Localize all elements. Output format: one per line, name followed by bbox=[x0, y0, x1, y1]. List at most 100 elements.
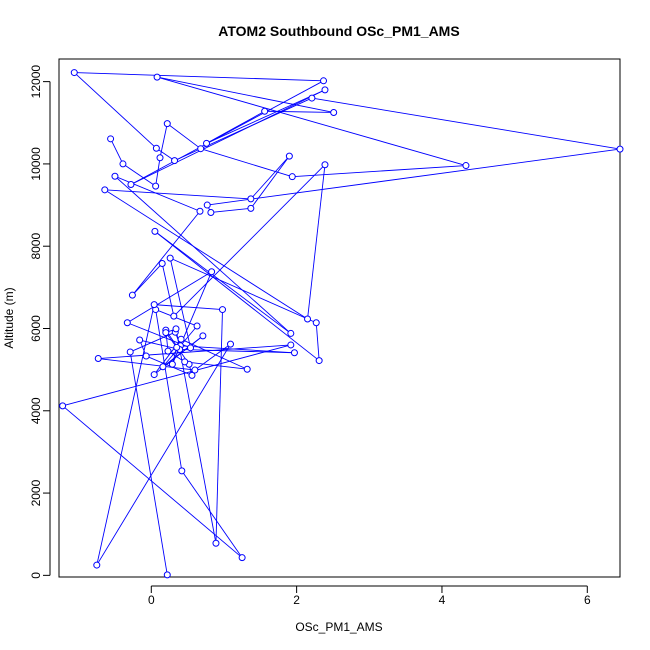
series-segment bbox=[292, 165, 466, 178]
data-point bbox=[142, 352, 150, 360]
series-segment bbox=[307, 164, 326, 320]
data-point bbox=[261, 107, 269, 115]
data-point bbox=[171, 157, 179, 165]
data-point bbox=[287, 329, 295, 337]
data-point bbox=[162, 329, 170, 337]
data-point bbox=[181, 358, 189, 366]
data-point bbox=[59, 402, 67, 410]
series-segment bbox=[250, 155, 290, 209]
series-segment bbox=[250, 155, 290, 200]
data-point bbox=[150, 371, 158, 379]
series-segment bbox=[132, 263, 163, 296]
series-segment bbox=[154, 304, 223, 311]
series-segment bbox=[155, 309, 183, 471]
series-segment bbox=[130, 89, 326, 185]
data-point bbox=[330, 108, 338, 116]
series-segment bbox=[114, 175, 201, 212]
series-segment bbox=[206, 110, 265, 144]
series-segment bbox=[315, 322, 320, 361]
series-segment bbox=[122, 163, 156, 187]
data-point bbox=[238, 554, 246, 562]
data-point bbox=[163, 120, 171, 128]
data-point bbox=[193, 322, 201, 330]
x-axis: 0 2 4 6 bbox=[148, 585, 591, 607]
data-point bbox=[152, 144, 160, 152]
data-point bbox=[219, 306, 227, 314]
chart-title: ATOM2 Southbound OSc_PM1_AMS bbox=[218, 23, 459, 39]
data-point bbox=[70, 69, 78, 77]
data-point bbox=[199, 332, 207, 340]
series-lines bbox=[62, 72, 621, 575]
series-segment bbox=[73, 72, 157, 149]
data-point bbox=[166, 254, 174, 262]
y-tick-label: 2000 bbox=[29, 479, 43, 506]
series-segment bbox=[110, 138, 124, 165]
data-point bbox=[208, 268, 216, 276]
data-point bbox=[153, 73, 161, 81]
data-point bbox=[462, 162, 470, 170]
data-point bbox=[321, 86, 329, 94]
series-segment bbox=[130, 80, 324, 185]
plot-frame bbox=[58, 58, 621, 578]
data-point bbox=[285, 152, 293, 160]
data-point bbox=[126, 348, 134, 356]
y-tick-label: 0 bbox=[29, 572, 43, 579]
data-point bbox=[247, 204, 255, 212]
data-point bbox=[290, 349, 298, 357]
data-point bbox=[312, 319, 320, 327]
data-point bbox=[158, 259, 166, 267]
series-segment bbox=[159, 123, 168, 158]
data-point bbox=[188, 371, 196, 379]
series-segment bbox=[98, 358, 195, 371]
data-point bbox=[203, 139, 211, 147]
y-tick-label: 4000 bbox=[29, 397, 43, 424]
series-segment bbox=[173, 164, 326, 317]
series-segment bbox=[114, 175, 292, 334]
series-segment bbox=[181, 470, 243, 558]
data-point bbox=[308, 94, 316, 102]
data-point bbox=[168, 360, 176, 368]
series-segment bbox=[206, 89, 326, 144]
series-segment bbox=[129, 351, 168, 575]
data-point bbox=[136, 336, 144, 344]
data-point bbox=[172, 325, 180, 333]
y-tick-label: 12000 bbox=[29, 65, 43, 99]
x-tick-label: 2 bbox=[293, 593, 300, 607]
series-segment bbox=[200, 148, 293, 178]
data-point bbox=[315, 357, 323, 365]
y-axis: 0 2000 4000 6000 8000 10000 12000 bbox=[29, 65, 51, 579]
series-segment bbox=[104, 189, 308, 320]
data-point bbox=[151, 227, 159, 235]
data-point bbox=[288, 173, 296, 181]
data-point bbox=[616, 145, 624, 153]
x-tick-label: 4 bbox=[439, 593, 446, 607]
series-segment bbox=[194, 343, 231, 371]
series-segment bbox=[154, 231, 292, 334]
data-point bbox=[187, 344, 195, 352]
series-segment bbox=[156, 147, 175, 161]
data-point bbox=[156, 154, 164, 162]
y-tick-label: 10000 bbox=[29, 147, 43, 181]
x-tick-label: 0 bbox=[148, 593, 155, 607]
series-points bbox=[59, 69, 624, 579]
series-segment bbox=[162, 335, 204, 368]
data-point bbox=[173, 343, 181, 351]
series-segment bbox=[155, 157, 161, 187]
series-segment bbox=[132, 210, 201, 296]
y-tick-label: 8000 bbox=[29, 233, 43, 260]
data-point bbox=[127, 180, 135, 188]
data-point bbox=[111, 172, 119, 180]
data-point bbox=[107, 135, 115, 143]
data-point bbox=[170, 312, 178, 320]
data-point bbox=[196, 207, 204, 215]
x-tick-label: 6 bbox=[584, 593, 591, 607]
data-point bbox=[177, 335, 185, 343]
data-point bbox=[304, 315, 312, 323]
data-point bbox=[243, 365, 251, 373]
data-point bbox=[247, 195, 255, 203]
series-segment bbox=[104, 189, 251, 200]
series-segment bbox=[161, 263, 175, 317]
data-point bbox=[212, 539, 220, 547]
series-segment bbox=[207, 148, 621, 206]
